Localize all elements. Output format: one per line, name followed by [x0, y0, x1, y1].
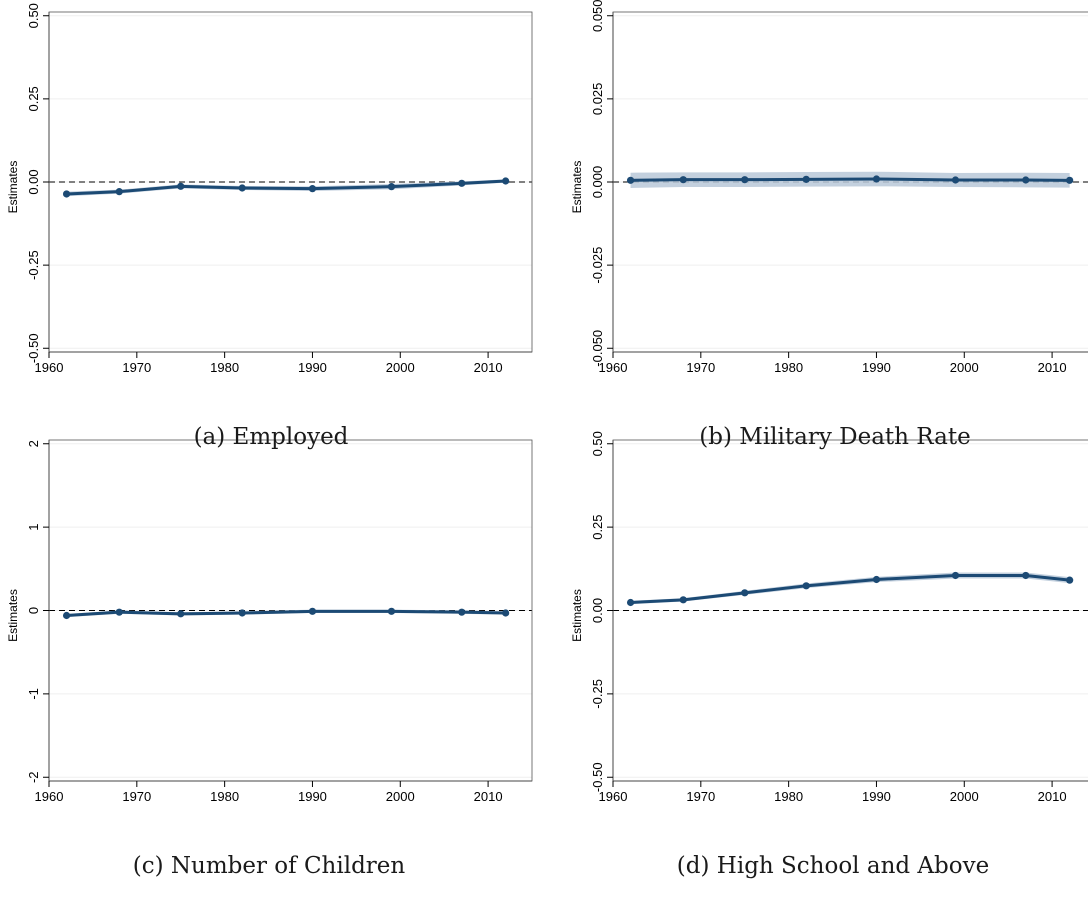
x-tick-label: 1970 — [686, 789, 715, 804]
y-tick-label: -0.050 — [590, 330, 605, 367]
chart-panel-3: 1960 1970 1980 1990 2000 2010 -0.50 -0.25 0.00 0.… — [570, 431, 1088, 804]
y-tick-label: 0.50 — [590, 431, 605, 456]
data-point — [502, 609, 510, 617]
y-tick-label: -2 — [26, 771, 41, 783]
y-tick-label: 0.00 — [26, 169, 41, 194]
data-point — [1022, 571, 1030, 580]
data-point — [308, 185, 317, 193]
chart-panel-0: 1960 1970 1980 1990 2000 2010 -0.50 -0.25 0.00 0.… — [6, 3, 533, 375]
y-tick-label: -0.025 — [590, 247, 605, 284]
data-point — [951, 176, 960, 184]
series-line — [66, 609, 506, 617]
data-point — [741, 176, 749, 184]
x-tick-label: 1970 — [122, 789, 151, 804]
y-tick-label: 1 — [26, 524, 41, 531]
data-point — [872, 575, 881, 584]
data-point — [387, 183, 396, 191]
x-tick-label: 1960 — [599, 789, 628, 804]
y-tick-label: 0.25 — [26, 86, 41, 111]
y-tick-label: -1 — [26, 688, 41, 700]
data-point — [679, 596, 687, 604]
y-tick-label: 0 — [26, 607, 41, 614]
y-tick-label: 0.000 — [590, 166, 605, 199]
y-tick-label: 0.50 — [26, 3, 41, 28]
data-point — [502, 177, 510, 185]
y-tick-label: -0.50 — [26, 333, 41, 363]
y-tick-label: 0.050 — [590, 0, 605, 32]
x-tick-label: 1970 — [686, 360, 715, 375]
x-tick-label: 1990 — [298, 789, 327, 804]
x-tick-label: 1990 — [862, 789, 891, 804]
data-point — [115, 608, 123, 616]
x-tick-label: 1990 — [862, 360, 891, 375]
data-point — [741, 589, 749, 597]
x-tick-label: 2010 — [1038, 789, 1067, 804]
x-tick-label: 2010 — [474, 360, 503, 375]
y-axis-title: Estimates — [570, 161, 584, 214]
data-point — [872, 175, 881, 183]
data-point — [458, 608, 466, 616]
data-point — [238, 609, 246, 617]
data-point — [115, 188, 123, 196]
x-tick-label: 2010 — [474, 789, 503, 804]
chart-panel-1: 1960 1970 1980 1990 2000 2010 -0.050 -0.025 0.00… — [570, 0, 1088, 375]
data-point — [1066, 576, 1074, 584]
y-axis-title: Estimates — [6, 161, 20, 214]
y-tick-label: 2 — [26, 440, 41, 447]
x-tick-label: 2000 — [386, 360, 415, 375]
data-point — [62, 190, 71, 198]
caption-d: (d) High School and Above — [676, 853, 990, 879]
series-line — [630, 177, 1070, 182]
data-point — [802, 175, 810, 183]
x-tick-label: 1980 — [210, 789, 239, 804]
y-tick-label: -0.25 — [26, 250, 41, 280]
y-tick-label: -0.50 — [590, 762, 605, 792]
chart-panel-2: 1960 1970 1980 1990 2000 2010 -2 -1 0 1 2 Estimates — [6, 439, 533, 804]
series-line — [630, 573, 1070, 604]
x-tick-label: 2000 — [950, 360, 979, 375]
data-point — [238, 184, 246, 192]
data-point — [1066, 176, 1074, 184]
x-tick-label: 1960 — [35, 789, 64, 804]
y-tick-label: 0.00 — [590, 598, 605, 623]
x-tick-label: 1980 — [774, 789, 803, 804]
data-point — [177, 182, 185, 190]
caption-c: (c) Number of Children — [132, 853, 406, 879]
data-point — [679, 176, 687, 184]
data-point — [387, 607, 396, 615]
data-point — [177, 610, 185, 618]
caption-b: (b) Military Death Rate — [699, 424, 971, 450]
y-axis-title: Estimates — [570, 589, 584, 642]
data-point — [62, 611, 71, 620]
x-tick-label: 1960 — [35, 360, 64, 375]
data-point — [626, 598, 635, 607]
y-axis-title: Estimates — [6, 589, 20, 642]
y-tick-label: 0.025 — [590, 83, 605, 116]
data-point — [626, 176, 635, 184]
data-point — [1022, 176, 1030, 184]
caption-a: (a) Employed — [193, 424, 349, 450]
y-tick-label: 0.25 — [590, 514, 605, 539]
x-tick-label: 2000 — [950, 789, 979, 804]
data-point — [802, 582, 810, 590]
y-tick-label: -0.25 — [590, 679, 605, 709]
x-tick-label: 1990 — [298, 360, 327, 375]
series-line — [66, 179, 506, 196]
x-tick-label: 1970 — [122, 360, 151, 375]
x-tick-label: 2000 — [386, 789, 415, 804]
x-tick-label: 1980 — [210, 360, 239, 375]
x-tick-label: 1960 — [599, 360, 628, 375]
data-point — [951, 571, 960, 580]
x-tick-label: 1980 — [774, 360, 803, 375]
data-point — [458, 179, 466, 187]
x-tick-label: 2010 — [1038, 360, 1067, 375]
data-point — [308, 607, 317, 615]
